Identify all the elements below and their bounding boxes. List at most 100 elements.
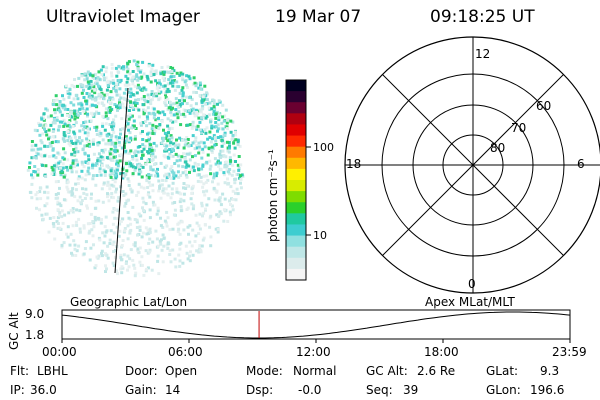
image-pixel: [128, 257, 132, 261]
image-pixel: [185, 136, 189, 139]
image-pixel: [219, 149, 223, 153]
image-pixel: [126, 237, 130, 241]
image-pixel: [123, 141, 127, 145]
image-pixel: [88, 229, 92, 233]
image-pixel: [73, 132, 77, 136]
image-pixel: [142, 95, 146, 98]
image-pixel: [34, 143, 38, 147]
image-pixel: [199, 175, 203, 179]
image-pixel: [100, 72, 104, 76]
image-pixel: [136, 233, 139, 237]
image-pixel: [47, 155, 51, 159]
image-pixel: [133, 137, 137, 141]
image-pixel: [108, 173, 112, 177]
image-pixel: [99, 95, 103, 99]
image-pixel: [33, 128, 37, 132]
image-pixel: [87, 231, 91, 235]
image-pixel: [228, 144, 231, 148]
image-pixel: [68, 125, 72, 129]
status-gcalt-label: GC Alt:: [366, 364, 408, 378]
image-pixel: [118, 98, 121, 102]
image-pixel: [110, 74, 114, 78]
image-pixel: [110, 172, 114, 176]
image-pixel: [173, 144, 177, 148]
image-pixel: [229, 185, 233, 189]
image-pixel: [210, 151, 214, 154]
image-pixel: [183, 156, 187, 160]
image-pixel: [109, 147, 113, 151]
image-pixel: [160, 119, 164, 123]
image-pixel: [229, 130, 233, 134]
image-pixel: [219, 203, 223, 207]
image-pixel: [119, 256, 123, 260]
image-pixel: [180, 75, 184, 79]
image-pixel: [173, 141, 177, 145]
image-pixel: [164, 96, 168, 100]
image-pixel: [160, 66, 164, 69]
image-pixel: [191, 120, 195, 124]
image-pixel: [113, 255, 117, 259]
image-pixel: [169, 66, 172, 69]
image-pixel: [87, 172, 91, 176]
image-pixel: [151, 129, 155, 133]
image-pixel: [134, 127, 138, 130]
image-pixel: [183, 80, 187, 84]
terminator-line: [114, 87, 129, 274]
image-pixel: [182, 108, 186, 112]
image-pixel: [159, 224, 163, 228]
image-pixel: [133, 218, 137, 221]
image-pixel: [186, 138, 190, 141]
image-pixel: [83, 247, 87, 250]
image-pixel: [96, 216, 100, 220]
image-pixel: [126, 254, 130, 258]
image-pixel: [189, 144, 193, 147]
image-pixel: [80, 176, 84, 180]
image-pixel: [218, 210, 222, 214]
image-pixel: [150, 90, 154, 93]
image-pixel: [67, 142, 71, 146]
image-pixel: [175, 101, 179, 105]
image-pixel: [65, 232, 69, 236]
image-pixel: [106, 256, 110, 260]
image-pixel: [128, 164, 132, 168]
image-pixel: [74, 220, 78, 224]
image-pixel: [48, 216, 52, 220]
image-pixel: [212, 134, 216, 138]
image-pixel: [100, 187, 104, 191]
image-pixel: [92, 85, 96, 89]
image-pixel: [111, 222, 115, 226]
image-pixel: [87, 158, 91, 162]
image-pixel: [71, 187, 75, 191]
image-pixel: [239, 181, 242, 185]
image-pixel: [121, 137, 124, 140]
image-pixel: [218, 113, 222, 117]
image-pixel: [163, 131, 167, 135]
image-pixel: [32, 170, 36, 173]
image-pixel: [61, 221, 65, 225]
image-pixel: [171, 148, 175, 152]
image-pixel: [86, 133, 90, 137]
image-pixel: [181, 138, 184, 142]
image-pixel: [94, 183, 98, 187]
image-pixel: [194, 125, 198, 129]
image-pixel: [114, 89, 118, 93]
image-pixel: [182, 228, 186, 232]
image-pixel: [178, 112, 182, 116]
image-pixel: [195, 146, 199, 150]
image-pixel: [177, 227, 181, 231]
image-pixel: [205, 174, 209, 178]
image-pixel: [44, 175, 48, 178]
image-pixel: [63, 173, 67, 177]
image-pixel: [132, 59, 136, 63]
image-pixel: [53, 167, 57, 171]
image-pixel: [236, 192, 240, 196]
image-pixel: [114, 82, 118, 86]
image-pixel: [151, 200, 155, 204]
image-pixel: [147, 173, 151, 176]
image-pixel: [166, 97, 170, 101]
image-pixel: [182, 152, 185, 156]
image-pixel: [137, 172, 141, 176]
image-pixel: [83, 111, 87, 115]
image-pixel: [74, 141, 78, 145]
image-pixel: [35, 129, 39, 133]
